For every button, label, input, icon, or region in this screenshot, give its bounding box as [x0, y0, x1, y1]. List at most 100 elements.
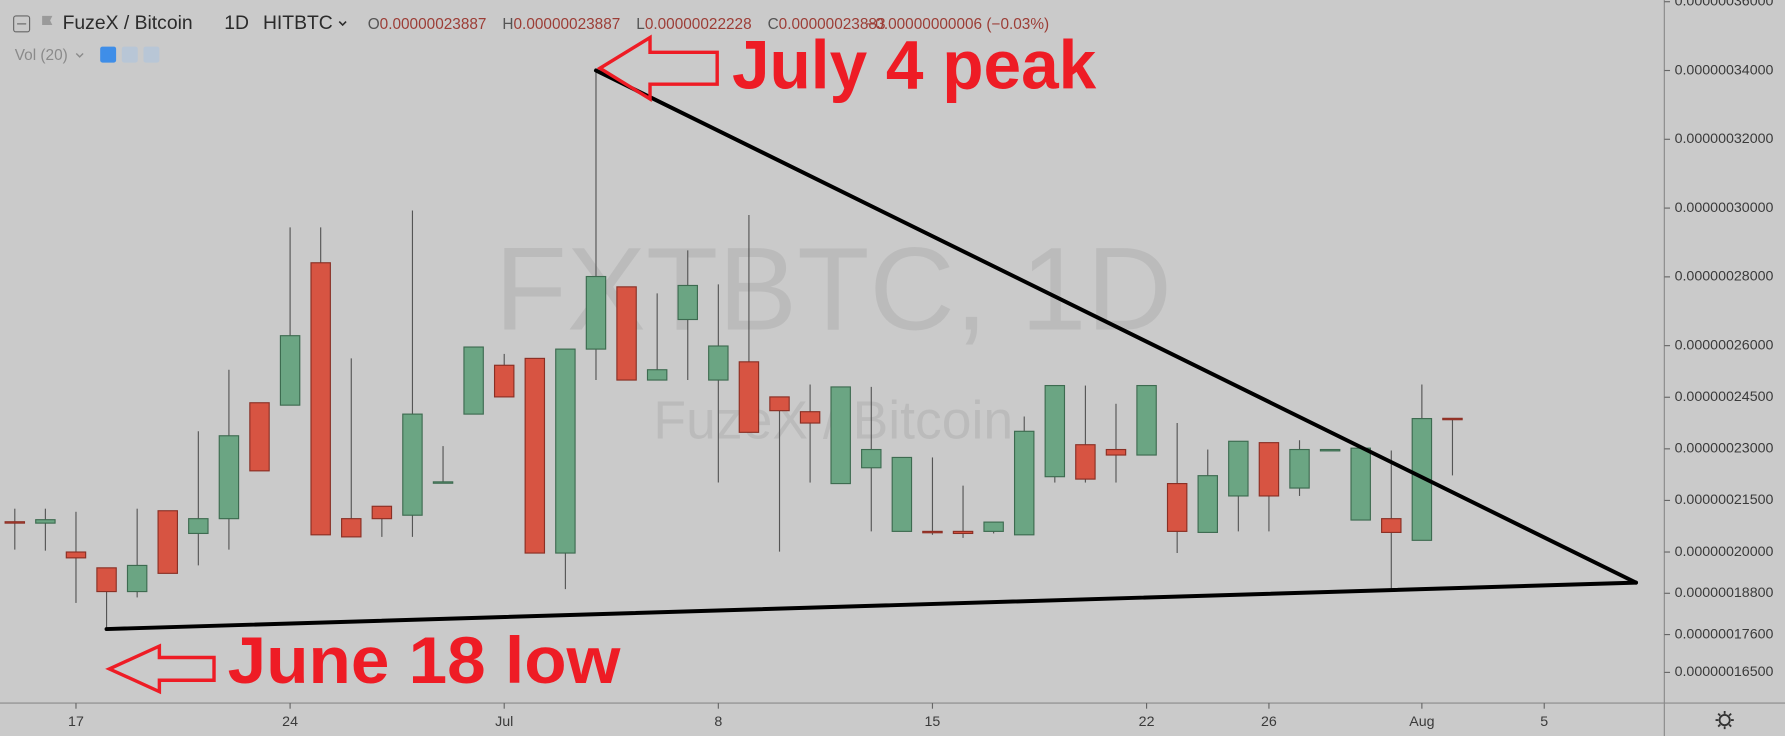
settings-icon[interactable]	[1715, 710, 1734, 730]
exchange-chevron[interactable]	[338, 21, 347, 27]
candle-body	[65, 551, 87, 559]
candle-body	[799, 411, 821, 424]
candle-body	[769, 396, 790, 412]
candle-body	[249, 402, 270, 472]
x-tick-label: Jul	[495, 714, 513, 730]
candle-body	[493, 364, 515, 398]
candle-body	[677, 284, 698, 321]
candles	[4, 70, 1463, 630]
y-tick-label: 0.00000032000	[1675, 131, 1774, 147]
gear-body	[1718, 714, 1731, 727]
settings-button[interactable]	[121, 46, 138, 63]
y-tick-label: 0.00000026000	[1675, 337, 1774, 353]
trend-lines	[104, 68, 1638, 632]
watermark-title: FXTBTC, 1D	[495, 223, 1172, 355]
time-axis: 17 24 Jul 8 15 22 26 Aug 5	[68, 703, 1548, 730]
volume-indicator[interactable]: Vol (20)	[15, 47, 68, 64]
y-tick-label: 0.00000030000	[1675, 200, 1774, 216]
candle-body	[1075, 444, 1096, 480]
candle-body	[1166, 483, 1188, 532]
candle-body	[922, 530, 943, 534]
candle-body	[402, 413, 423, 516]
candle-body	[35, 519, 56, 524]
candle-body	[1258, 442, 1280, 497]
candle-body	[1197, 475, 1219, 533]
x-tick-label: 8	[714, 714, 722, 730]
y-tick-label: 0.00000016500	[1675, 664, 1774, 680]
candle-body	[126, 564, 148, 593]
x-tick-label: 5	[1540, 714, 1548, 730]
visibility-button[interactable]	[100, 46, 117, 63]
remove-button[interactable]	[143, 46, 160, 63]
trend-line	[593, 68, 1638, 585]
ohlc-value: 0.00000023887	[380, 16, 487, 33]
candle-body	[861, 448, 882, 469]
candle-body	[310, 262, 331, 536]
y-tick-label: 0.00000018800	[1675, 585, 1774, 601]
candle-body	[279, 335, 301, 406]
candle-body	[1319, 448, 1341, 452]
collapse-button[interactable]	[13, 15, 31, 33]
candle-body	[1381, 518, 1402, 533]
candle-body	[157, 510, 178, 574]
candle-body	[218, 435, 240, 520]
candle-body	[4, 521, 26, 524]
y-tick-label: 0.00000021500	[1675, 492, 1774, 508]
ohlc-value: 0.00000023883	[779, 16, 886, 33]
candle-body	[830, 386, 851, 485]
x-tick-label: 17	[68, 714, 84, 730]
ohlc-legend: O0.00000023887 H0.00000023887 L0.000000222…	[368, 16, 886, 33]
symbol[interactable]: FuzeX / Bitcoin	[63, 12, 193, 34]
candle-body	[1136, 384, 1157, 456]
candle-body	[952, 530, 974, 535]
y-tick-label: 0.00000034000	[1675, 62, 1774, 78]
price-axis: 0.00000036000 0.00000034000 0.00000032000 0…	[1664, 0, 1774, 680]
candle-body	[983, 521, 1004, 532]
candle-body	[585, 275, 607, 350]
ohlc-label: O	[368, 16, 380, 33]
x-tick-label: Aug	[1409, 714, 1434, 730]
low-arrow	[105, 643, 216, 695]
candle-body	[1013, 430, 1035, 536]
candle-body	[1228, 440, 1249, 497]
candle-body	[432, 481, 454, 484]
ohlc-label: C	[768, 16, 779, 33]
candle-body	[1350, 447, 1371, 521]
candle-body	[1442, 417, 1463, 421]
candle-body	[188, 518, 209, 535]
candle-body	[616, 286, 637, 381]
x-tick-label: 26	[1261, 714, 1277, 730]
annotation: June 18 low	[228, 623, 621, 697]
candle-body	[463, 346, 484, 415]
candle-body	[371, 505, 393, 520]
candle-body	[1411, 418, 1433, 541]
candle-body	[738, 361, 760, 433]
y-tick-label: 0.00000023000	[1675, 441, 1774, 457]
ohlc-label: H	[502, 16, 513, 33]
ohlc-label: L	[636, 16, 645, 33]
exchange[interactable]: HITBTC	[263, 12, 333, 34]
flag-icon	[42, 15, 53, 26]
candle-body	[341, 518, 362, 538]
y-tick-label: 0.00000017600	[1675, 626, 1774, 642]
interval[interactable]: 1D	[224, 12, 249, 34]
candle-body	[646, 369, 668, 381]
volume-chevron[interactable]	[75, 52, 84, 58]
y-tick-label: 0.00000020000	[1675, 544, 1774, 560]
annotation: July 4 peak	[732, 28, 1097, 104]
y-tick-label: 0.00000024500	[1675, 389, 1774, 405]
y-tick-label: 0.00000028000	[1675, 269, 1774, 285]
candle-body	[891, 456, 913, 532]
ohlc-value: 0.00000023887	[514, 16, 621, 33]
ohlc-values: O0.00000023887 H0.00000023887 L0.000000222…	[368, 16, 886, 33]
candle-body	[1289, 448, 1310, 489]
trend-line	[104, 580, 1638, 632]
candle-body	[555, 348, 576, 554]
candle-body	[1105, 448, 1127, 456]
x-tick-label: 24	[282, 714, 298, 730]
candle-body	[96, 567, 117, 593]
x-tick-label: 22	[1139, 714, 1155, 730]
x-tick-label: 15	[925, 714, 941, 730]
